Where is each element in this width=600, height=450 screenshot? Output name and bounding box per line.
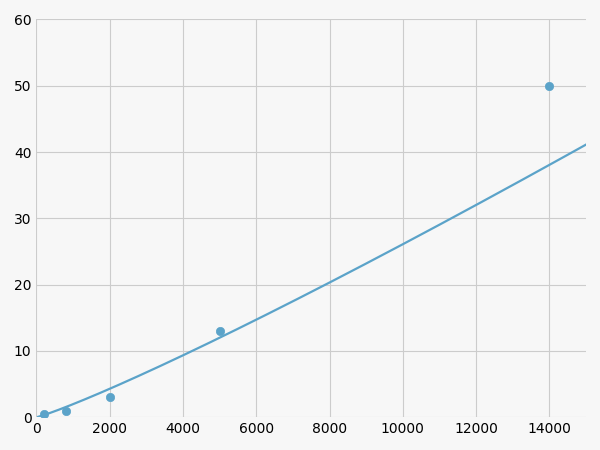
Point	[215, 328, 224, 335]
Point	[61, 407, 70, 414]
Point	[105, 394, 115, 401]
Point	[545, 82, 554, 89]
Point	[39, 410, 49, 418]
